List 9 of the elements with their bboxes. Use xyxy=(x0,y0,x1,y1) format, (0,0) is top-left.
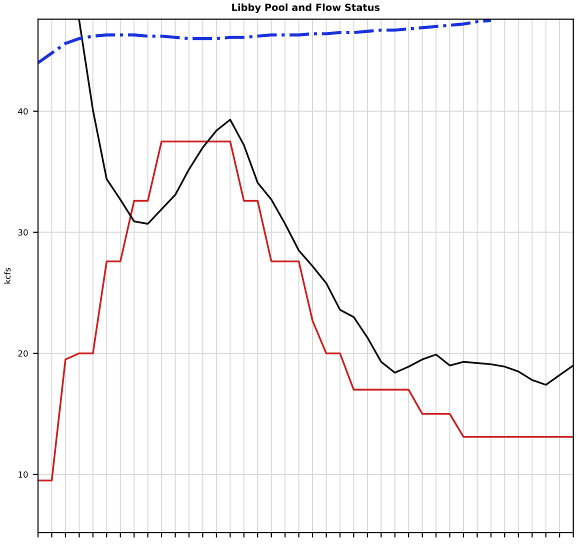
y-tick-label: 30 xyxy=(18,229,28,236)
y-tick-label: 40 xyxy=(18,108,28,115)
chart-title: Libby Pool and Flow Status xyxy=(232,3,380,13)
y-axis-title: kcfs xyxy=(4,268,11,284)
y-tick-label: 10 xyxy=(18,471,28,478)
line-series xyxy=(38,140,574,482)
line-series xyxy=(38,19,492,64)
line-series xyxy=(78,20,574,386)
y-tick-label: 20 xyxy=(18,350,28,357)
